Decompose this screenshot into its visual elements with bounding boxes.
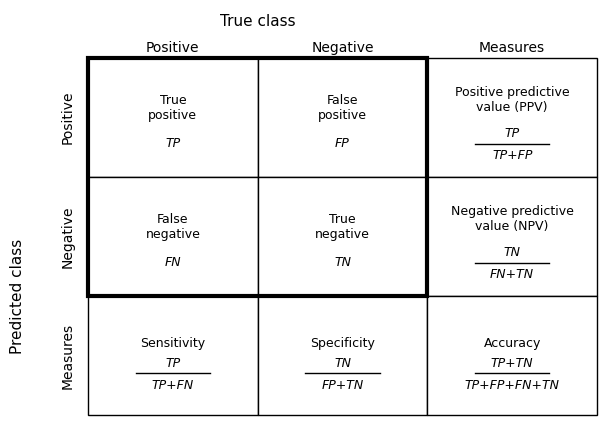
Text: Negative: Negative <box>61 205 75 268</box>
Text: Negative: Negative <box>311 41 374 55</box>
Text: Negative predictive
value (NPV): Negative predictive value (NPV) <box>451 205 574 233</box>
Text: Positive predictive
value (PPV): Positive predictive value (PPV) <box>455 86 569 114</box>
Text: TN: TN <box>334 357 351 370</box>
Text: False
negative: False negative <box>145 213 200 241</box>
Text: True
positive: True positive <box>148 94 197 122</box>
Bar <box>257 177 427 296</box>
Text: Positive: Positive <box>61 91 75 144</box>
Bar <box>427 296 597 415</box>
Text: Predicted class: Predicted class <box>10 238 26 354</box>
Text: TN: TN <box>334 256 351 269</box>
Text: True class: True class <box>220 14 295 30</box>
Bar <box>257 296 427 415</box>
Text: TP+FN: TP+FN <box>152 379 194 392</box>
Text: FP: FP <box>335 137 350 150</box>
Text: True
negative: True negative <box>315 213 370 241</box>
Text: TP: TP <box>505 127 520 140</box>
Text: FN+TN: FN+TN <box>490 268 534 281</box>
Text: FP+TN: FP+TN <box>322 379 364 392</box>
Bar <box>257 58 427 177</box>
Text: TP+TN: TP+TN <box>491 357 533 370</box>
Text: Specificity: Specificity <box>310 337 375 350</box>
Bar <box>88 58 427 296</box>
Text: Sensitivity: Sensitivity <box>140 337 205 350</box>
Text: FN: FN <box>164 256 181 269</box>
Text: TP: TP <box>165 357 181 370</box>
Bar <box>427 58 597 177</box>
Text: Accuracy: Accuracy <box>484 337 541 350</box>
Text: TP+FP+FN+TN: TP+FP+FN+TN <box>464 379 560 392</box>
Text: False
positive: False positive <box>318 94 367 122</box>
Bar <box>427 177 597 296</box>
Bar <box>88 177 257 296</box>
Bar <box>88 296 257 415</box>
Text: Measures: Measures <box>61 322 75 388</box>
Text: Positive: Positive <box>146 41 200 55</box>
Text: Measures: Measures <box>479 41 545 55</box>
Bar <box>88 58 257 177</box>
Text: TN: TN <box>503 246 521 259</box>
Text: TP: TP <box>165 137 181 150</box>
Text: TP+FP: TP+FP <box>492 149 532 162</box>
